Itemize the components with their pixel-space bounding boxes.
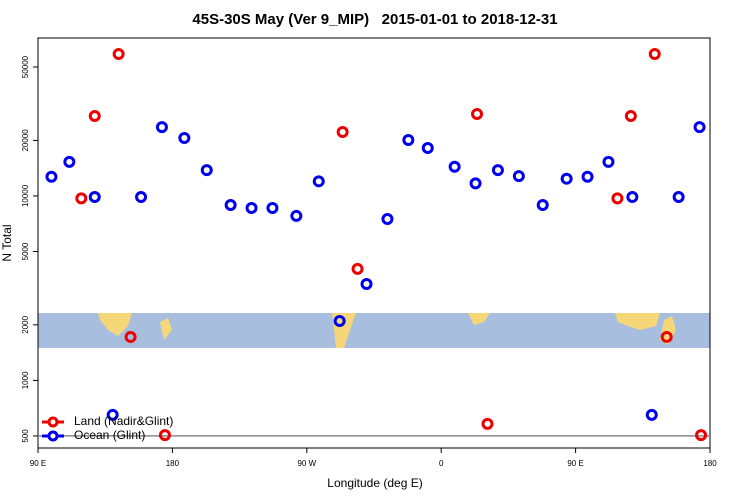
data-point: [602, 155, 615, 168]
data-point: [693, 121, 706, 134]
x-tick-label: 180: [703, 459, 717, 468]
data-point: [135, 190, 148, 203]
data-point: [333, 314, 346, 327]
data-point: [402, 133, 415, 146]
y-tick-label: 20000: [21, 129, 30, 152]
data-point: [266, 202, 279, 215]
y-tick-label: 5000: [21, 242, 30, 260]
data-point: [536, 198, 549, 211]
data-point: [224, 198, 237, 211]
data-point: [491, 164, 504, 177]
data-point: [360, 278, 373, 291]
plot-frame: [37, 37, 711, 449]
legend-marker: [47, 430, 59, 442]
data-point: [88, 110, 101, 123]
data-point: [469, 177, 482, 190]
x-tick-label: 90 W: [297, 459, 316, 468]
data-point: [245, 202, 258, 215]
data-point: [112, 48, 125, 61]
legend-label: Land (Nadir&Glint): [74, 414, 173, 428]
x-tick-label: 90 E: [567, 459, 583, 468]
data-point: [695, 429, 708, 442]
data-point: [512, 170, 525, 183]
x-tick-label: 90 E: [30, 459, 46, 468]
y-tick-label: 10000: [21, 184, 30, 207]
data-point: [63, 155, 76, 168]
data-point: [351, 262, 364, 275]
data-point: [158, 429, 171, 442]
data-point: [106, 408, 119, 421]
data-point: [312, 175, 325, 188]
data-point: [155, 121, 168, 134]
data-point: [660, 330, 673, 343]
y-tick-label: 2000: [21, 315, 30, 333]
data-point: [611, 192, 624, 205]
data-point: [560, 172, 573, 185]
data-point: [481, 417, 494, 430]
x-tick-label: 180: [166, 459, 180, 468]
chart-title: 45S-30S May (Ver 9_MIP) 2015-01-01 to 20…: [192, 11, 557, 28]
data-point: [421, 141, 434, 154]
data-point: [88, 190, 101, 203]
data-point: [45, 170, 58, 183]
data-point: [448, 160, 461, 173]
data-point: [336, 126, 349, 139]
data-point: [178, 132, 191, 145]
y-tick-label: 50000: [21, 55, 30, 78]
map-strip: [38, 313, 710, 348]
data-point: [648, 48, 661, 61]
data-point: [200, 164, 213, 177]
y-axis-label: N Total: [0, 224, 14, 261]
data-point: [626, 190, 639, 203]
y-tick-label: 500: [21, 429, 30, 443]
data-point: [471, 108, 484, 121]
x-axis-label: Longitude (deg E): [327, 476, 422, 490]
data-point: [581, 170, 594, 183]
data-point: [645, 408, 658, 421]
data-point: [672, 190, 685, 203]
data-point: [290, 209, 303, 222]
data-point: [124, 330, 137, 343]
y-tick-label: 1000: [21, 371, 30, 389]
data-point: [75, 192, 88, 205]
legend-label: Ocean (Glint): [74, 428, 145, 442]
data-point: [381, 212, 394, 225]
x-tick-label: 0: [439, 459, 444, 468]
legend-marker: [47, 416, 59, 428]
data-point: [624, 110, 637, 123]
